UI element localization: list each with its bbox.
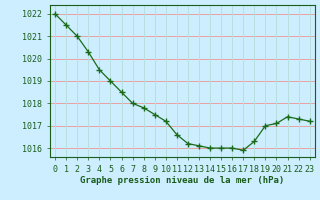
X-axis label: Graphe pression niveau de la mer (hPa): Graphe pression niveau de la mer (hPa) [80, 176, 284, 185]
